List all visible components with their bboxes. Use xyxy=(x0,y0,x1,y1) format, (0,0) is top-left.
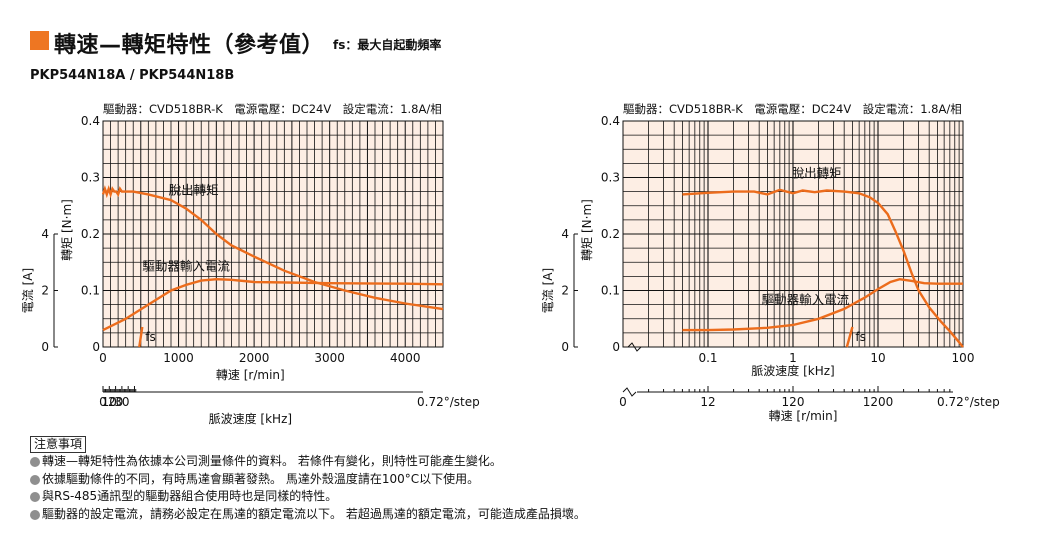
left-y-tick-label: 0.1 xyxy=(81,284,100,298)
right-x-tick-label: 10 xyxy=(870,351,885,365)
right-speed-axis-break-icon xyxy=(622,387,637,397)
left-pulse-axis-label: 脈波速度 [kHz] xyxy=(209,411,292,426)
bullet-icon xyxy=(30,492,40,502)
right-y-axis-label: 轉矩 [N·m] xyxy=(580,199,594,261)
note-text: 依據驅動條件的不同，有時馬達會顯著發熱。 馬達外殼溫度請在100°C以下使用。 xyxy=(42,471,480,486)
left-current-tick-label: 2 xyxy=(41,284,49,298)
left-pulse-tick-label: 20 xyxy=(108,395,123,409)
page-title: 轉速—轉矩特性（參考值） xyxy=(54,33,325,58)
left-current-axis-label: 電流 [A] xyxy=(21,268,35,313)
right-x-tick-label: 0.1 xyxy=(698,351,717,365)
left-x-tick-label: 1000 xyxy=(163,351,194,365)
right-x-tick-label: 100 xyxy=(952,351,975,365)
right-current-axis-label: 電流 [A] xyxy=(541,268,555,313)
note-item: 驅動器的設定電流，請務必設定在馬達的額定電流以下。 若超過馬達的額定電流，可能造… xyxy=(30,506,586,524)
right-current-tick-label: 4 xyxy=(561,227,569,241)
left-y-tick-label: 0.4 xyxy=(81,114,100,128)
right-x-tick-label: 1 xyxy=(789,351,797,365)
notes-section: 注意事項 轉速—轉矩特性為依據本公司測量條件的資料。 若條件有變化，則特性可能產… xyxy=(30,436,586,523)
bullet-icon xyxy=(30,474,40,485)
bullet-icon xyxy=(30,509,40,520)
right-speed-zero-label: 0 xyxy=(619,395,627,409)
note-text: 轉速—轉矩特性為依據本公司測量條件的資料。 若條件有變化，則特性可能產生變化。 xyxy=(42,454,502,468)
left-y-tick-label: 0.2 xyxy=(81,227,100,241)
right-speed-unit-label: 0.72°/step xyxy=(937,395,1000,409)
left-series-label-current: 驅動器輸入電流 xyxy=(142,259,230,274)
left-x-tick-label: 4000 xyxy=(390,351,421,365)
note-item: 與RS-485通訊型的驅動器組合使用時也是同樣的特性。 xyxy=(30,488,586,506)
right-series-pullout-torque xyxy=(682,188,964,348)
right-y-tick-label: 0.4 xyxy=(601,114,620,128)
left-x-tick-label: 3000 xyxy=(314,351,345,365)
right-fs-label: fs xyxy=(855,330,865,344)
right-current-tick-label: 2 xyxy=(561,284,569,298)
right-y-tick-label: 0.3 xyxy=(601,171,620,185)
right-y-tick-label: 0.1 xyxy=(601,284,620,298)
left-series-pullout-torque xyxy=(101,185,444,311)
right-series-label-current: 驅動器輸入電流 xyxy=(762,292,850,307)
note-item: 依據驅動條件的不同，有時馬達會顯著發熱。 馬達外殼溫度請在100°C以下使用。 xyxy=(30,471,586,489)
right-axis-break-icon xyxy=(627,342,642,352)
right-fs-marker xyxy=(845,326,854,348)
left-pulse-tick-label: 0 xyxy=(99,395,107,409)
right-speed-tick-label: 1200 xyxy=(863,395,894,409)
left-fs-label: fs xyxy=(145,330,155,344)
left-pulse-tick-label: 10 xyxy=(102,395,117,409)
left-plot-frame xyxy=(102,120,444,348)
right-series-label-torque: 脫出轉矩 xyxy=(792,166,842,181)
left-y-tick-label: 0.3 xyxy=(81,171,100,185)
charts-canvas: 驅動器：CVD518BR-K 電源電壓：DC24V 設定電流：1.8A/相 0 0.… xyxy=(21,102,1000,426)
left-current-tick-label: 4 xyxy=(41,227,49,241)
note-text: 驅動器的設定電流，請務必設定在馬達的額定電流以下。 若超過馬達的額定電流，可能造… xyxy=(42,506,586,521)
left-series-label-torque: 脫出轉矩 xyxy=(169,182,219,197)
note-item: 轉速—轉矩特性為依據本公司測量條件的資料。 若條件有變化，則特性可能產生變化。 xyxy=(30,453,586,471)
left-x-axis-label: 轉速 [r/min] xyxy=(216,368,285,382)
right-y-tick-label: 0.2 xyxy=(601,227,620,241)
left-x-tick-label: 0 xyxy=(99,351,107,365)
right-speed-axis-label: 轉速 [r/min] xyxy=(769,409,838,423)
right-series-input-current xyxy=(682,277,963,332)
left-series-input-current xyxy=(102,277,444,332)
title-accent-square xyxy=(30,31,49,50)
right-x-axis-label: 脈波速度 [kHz] xyxy=(751,363,834,378)
left-y-tick-label: 0 xyxy=(92,340,100,354)
model-number: PKP544N18A / PKP544N18B xyxy=(30,68,235,83)
right-current-tick-label: 0 xyxy=(561,340,569,354)
title-note: fs：最大自起動頻率 xyxy=(333,38,442,52)
left-pulse-tick-label: 30 xyxy=(114,395,129,409)
notes-heading: 注意事項 xyxy=(30,436,87,453)
right-caption: 驅動器：CVD518BR-K 電源電壓：DC24V 設定電流：1.8A/相 xyxy=(623,102,962,116)
left-pulse-unit-label: 0.72°/step xyxy=(417,395,480,409)
left-x-tick-label: 2000 xyxy=(239,351,270,365)
right-speed-tick-label: 12 xyxy=(700,395,715,409)
left-fs-marker xyxy=(138,326,144,348)
right-speed-tick-label: 120 xyxy=(782,395,805,409)
note-text: 與RS-485通訊型的驅動器組合使用時也是同樣的特性。 xyxy=(42,489,338,503)
left-current-tick-label: 0 xyxy=(41,340,49,354)
bullet-icon xyxy=(30,457,40,467)
left-y-axis-label: 轉矩 [N·m] xyxy=(60,199,74,261)
right-y-tick-label: 0 xyxy=(612,340,620,354)
left-caption: 驅動器：CVD518BR-K 電源電壓：DC24V 設定電流：1.8A/相 xyxy=(103,102,442,116)
